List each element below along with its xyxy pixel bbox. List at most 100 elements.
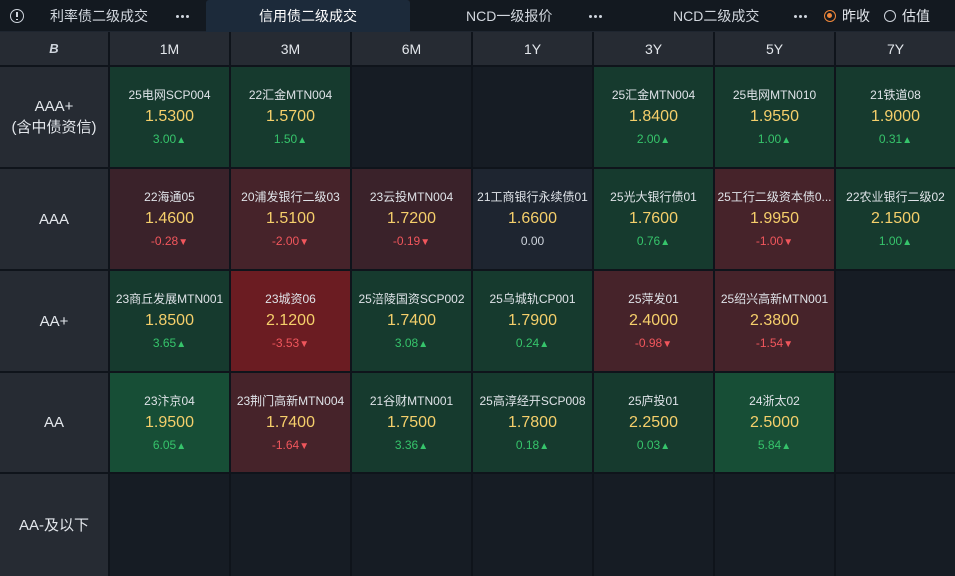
- tab-credit-bond-secondary-trades[interactable]: 信用债二级成交: [206, 0, 410, 32]
- bond-cell[interactable]: 23汴京04 1.9500 6.05▲: [110, 373, 229, 472]
- bond-cell[interactable]: 21谷财MTN001 1.7500 3.36▲: [352, 373, 471, 472]
- bond-yield: 1.7800: [508, 413, 557, 431]
- bond-change: 3.00▲: [153, 130, 186, 148]
- row-header-label: AA-及以下: [18, 516, 89, 534]
- bond-change-value: 6.05: [152, 437, 177, 452]
- bond-cell[interactable]: 25汇金MTN004 1.8400 2.00▲: [594, 67, 713, 167]
- bond-yield: 1.9550: [750, 108, 799, 125]
- bond-change: 6.05▲: [153, 436, 186, 454]
- bond-yield: 1.5700: [266, 108, 315, 125]
- bond-name: 25光大银行债01: [610, 190, 697, 204]
- row-header-label: (含中债资信): [11, 119, 97, 136]
- row-header-rating: AAA+ (含中债资信): [0, 67, 108, 167]
- bond-cell[interactable]: 24浙太02 2.5000 5.84▲: [715, 373, 834, 472]
- bond-yield: 1.7600: [629, 210, 678, 227]
- arrow-down-icon: ▼: [299, 237, 310, 248]
- bond-cell[interactable]: 25电网MTN010 1.9550 1.00▲: [715, 67, 834, 167]
- tab-rate-bond-secondary-trades[interactable]: 利率债二级成交: [48, 0, 168, 32]
- bond-change: 0.03▲: [637, 436, 670, 454]
- bond-name: 25高淳经开SCP008: [479, 393, 586, 408]
- bond-change: 0.18▲: [516, 436, 549, 454]
- bond-yield: 1.7400: [387, 312, 436, 329]
- row-header-label: AA+: [39, 312, 69, 330]
- empty-cell: [473, 474, 592, 576]
- bond-cell[interactable]: 25乌城轨CP001 1.7900 0.24▲: [473, 271, 592, 371]
- arrow-up-icon: ▲: [418, 440, 429, 452]
- column-header-1y: 1Y: [473, 32, 592, 65]
- bond-name: 23汴京04: [144, 393, 195, 408]
- bond-cell[interactable]: 20浦发银行二级03 1.5100 -2.00▼: [231, 169, 350, 269]
- arrow-up-icon: ▲: [660, 237, 671, 248]
- bond-change-value: 0.00: [520, 234, 545, 248]
- bond-cell[interactable]: 23城资06 2.1200 -3.53▼: [231, 271, 350, 371]
- arrow-up-icon: ▲: [176, 339, 187, 350]
- arrow-down-icon: ▼: [662, 339, 673, 350]
- bond-cell[interactable]: 25绍兴高新MTN001 2.3800 -1.54▼: [715, 271, 834, 371]
- tab-ncd-secondary-trades[interactable]: NCD二级成交: [673, 0, 783, 32]
- bond-change-value: -0.98: [634, 336, 663, 350]
- radio-prev-close[interactable]: 昨收: [824, 0, 870, 32]
- bond-name: 25工行二级资本债0...: [717, 190, 832, 204]
- tab-ncd-primary-quotes[interactable]: NCD一级报价: [466, 0, 576, 32]
- bond-cell[interactable]: 25涪陵国资SCP002 1.7400 3.08▲: [352, 271, 471, 371]
- bond-change-value: -1.64: [271, 437, 300, 452]
- bond-cell[interactable]: 25工行二级资本债0... 1.9950 -1.00▼: [715, 169, 834, 269]
- bond-yield: 2.1500: [871, 210, 920, 227]
- bond-name: 25庐投01: [628, 393, 679, 408]
- arrow-down-icon: ▼: [420, 237, 431, 248]
- bond-yield: 1.5100: [266, 210, 315, 227]
- bond-yield: 1.8400: [629, 108, 678, 125]
- bond-change-value: 1.50: [273, 132, 298, 146]
- more-icon[interactable]: [790, 0, 810, 32]
- bond-change-value: 1.00: [757, 132, 782, 146]
- arrow-up-icon: ▲: [902, 135, 913, 146]
- empty-cell: [836, 474, 955, 576]
- bond-cell[interactable]: 22农业银行二级02 2.1500 1.00▲: [836, 169, 955, 269]
- bond-cell[interactable]: 23荆门高新MTN004 1.7400 -1.64▼: [231, 373, 350, 472]
- radio-checked-icon: [824, 10, 836, 22]
- arrow-down-icon: ▼: [299, 339, 310, 350]
- empty-cell: [473, 67, 592, 167]
- empty-cell: [836, 373, 955, 472]
- more-icon[interactable]: [172, 0, 192, 32]
- bond-change-value: 1.00: [878, 234, 903, 248]
- arrow-up-icon: ▲: [660, 440, 671, 452]
- bond-cell[interactable]: 25光大银行债01 1.7600 0.76▲: [594, 169, 713, 269]
- bond-name: 20浦发银行二级03: [241, 190, 340, 204]
- bond-yield: 2.1200: [266, 312, 315, 329]
- bond-yield: 1.4600: [145, 210, 194, 227]
- bond-yield: 1.9000: [871, 108, 920, 125]
- bond-cell[interactable]: 23商丘发展MTN001 1.8500 3.65▲: [110, 271, 229, 371]
- bond-change: -0.19▼: [393, 232, 430, 250]
- bond-change-value: -2.00: [271, 234, 300, 248]
- bond-cell[interactable]: 22汇金MTN004 1.5700 1.50▲: [231, 67, 350, 167]
- bond-cell[interactable]: 21铁道08 1.9000 0.31▲: [836, 67, 955, 167]
- more-icon[interactable]: [585, 0, 605, 32]
- bond-name: 25绍兴高新MTN001: [720, 292, 829, 306]
- arrow-up-icon: ▲: [176, 135, 187, 146]
- bond-cell[interactable]: 25庐投01 2.2500 0.03▲: [594, 373, 713, 472]
- tab-label: 信用债二级成交: [259, 8, 357, 24]
- bond-change: -3.53▼: [272, 334, 309, 352]
- empty-cell: [231, 474, 350, 576]
- bond-yield: 2.5000: [750, 413, 799, 431]
- arrow-up-icon: ▲: [781, 440, 792, 452]
- empty-cell: [110, 474, 229, 576]
- bond-cell[interactable]: 23云投MTN004 1.7200 -0.19▼: [352, 169, 471, 269]
- row-header-label: AAA: [38, 210, 69, 228]
- info-icon[interactable]: [10, 9, 24, 23]
- bond-name: 23荆门高新MTN004: [236, 393, 345, 408]
- row-header-rating: AAA: [0, 169, 108, 269]
- bond-cell[interactable]: 22海通05 1.4600 -0.28▼: [110, 169, 229, 269]
- bond-cell[interactable]: 25高淳经开SCP008 1.7800 0.18▲: [473, 373, 592, 472]
- bond-change: -1.54▼: [756, 334, 793, 352]
- arrow-up-icon: ▲: [539, 440, 550, 452]
- bond-yield: 1.7500: [387, 413, 436, 431]
- bond-name: 25电网SCP004: [128, 88, 211, 102]
- bond-change-value: 0.76: [636, 234, 661, 248]
- credit-bond-matrix: B 1M 3M 6M 1Y 3Y 5Y 7Y AAA+ (含中债资信) 25电网SCP004 1.53…: [0, 32, 955, 576]
- bond-cell[interactable]: 21工商银行永续债01 1.6600 0.00: [473, 169, 592, 269]
- bond-cell[interactable]: 25萍发01 2.4000 -0.98▼: [594, 271, 713, 371]
- radio-valuation[interactable]: 估值: [884, 0, 930, 32]
- bond-cell[interactable]: 25电网SCP004 1.5300 3.00▲: [110, 67, 229, 167]
